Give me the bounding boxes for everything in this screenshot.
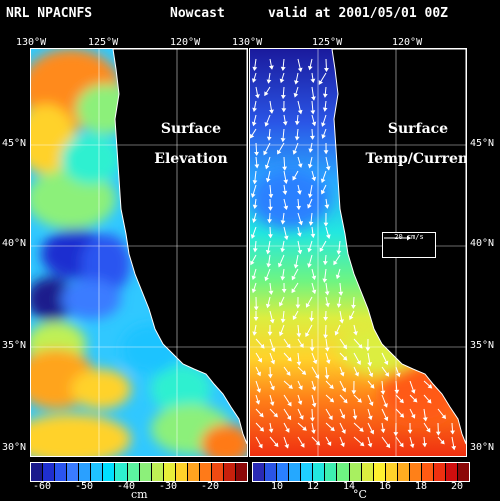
lat-label-40n-right: 40°N — [470, 238, 494, 249]
sst-tick-1: 10 — [271, 481, 283, 492]
lat-label-35n-left: 35°N — [2, 340, 26, 351]
lon-label-130w-left: 130°W — [16, 37, 46, 48]
ssh-tick-2: -50 — [75, 481, 93, 492]
velocity-scale-box: 20 cm/s — [382, 232, 436, 258]
sst-tick-5: 18 — [415, 481, 427, 492]
sst-colorbar-swatch — [253, 463, 265, 481]
valid-time: valid at 2001/05/01 00Z — [268, 6, 448, 21]
ssh-colorbar-swatch — [224, 463, 236, 481]
sst-colorbar-swatch — [362, 463, 374, 481]
lon-label-120w-right: 120°W — [392, 37, 422, 48]
sst-colorbar-swatch — [301, 463, 313, 481]
sst-colorbar-swatch — [265, 463, 277, 481]
sst-colorbar-swatch — [277, 463, 289, 481]
elevation-field — [31, 49, 247, 456]
map-title: NRL NPACNFS Nowcast valid at 2001/05/01 … — [0, 6, 500, 24]
lon-label-125w-left: 125°W — [88, 37, 118, 48]
elevation-colorbar — [30, 462, 248, 482]
temp-label-line2: Temp/Current — [360, 151, 467, 167]
ssh-colorbar-swatch — [31, 463, 43, 481]
sst-colorbar-swatch — [325, 463, 337, 481]
lon-label-130w-right: 130°W — [232, 37, 262, 48]
sst-colorbar-swatch — [434, 463, 446, 481]
ssh-colorbar-swatch — [79, 463, 91, 481]
ssh-colorbar-swatch — [176, 463, 188, 481]
ssh-colorbar-swatch — [212, 463, 224, 481]
ssh-colorbar-swatch — [43, 463, 55, 481]
ssh-colorbar-swatch — [67, 463, 79, 481]
sst-colorbar-swatch — [386, 463, 398, 481]
ssh-colorbar-swatch — [164, 463, 176, 481]
lon-label-120w-left: 120°W — [170, 37, 200, 48]
ssh-colorbar-swatch — [103, 463, 115, 481]
ssh-colorbar-swatch — [140, 463, 152, 481]
sst-colorbar-swatch — [289, 463, 301, 481]
sst-tick-2: 12 — [307, 481, 319, 492]
ssh-colorbar-swatch — [152, 463, 164, 481]
temperature-colorbar — [252, 462, 470, 482]
sst-colorbar-swatch — [337, 463, 349, 481]
ssh-colorbar-swatch — [115, 463, 127, 481]
lat-label-45n-left: 45°N — [2, 138, 26, 149]
sst-colorbar-swatch — [446, 463, 458, 481]
lat-label-35n-right: 35°N — [470, 340, 494, 351]
ssh-colorbar-swatch — [188, 463, 200, 481]
sst-colorbar-swatch — [374, 463, 386, 481]
sst-colorbar-swatch — [422, 463, 434, 481]
ssh-tick-5: -20 — [201, 481, 219, 492]
lat-label-30n-right: 30°N — [470, 442, 494, 453]
lat-label-30n-left: 30°N — [2, 442, 26, 453]
sst-tick-4: 16 — [379, 481, 391, 492]
temp-label-line1: Surface — [368, 121, 467, 137]
ssh-colorbar-swatch — [200, 463, 212, 481]
lat-label-45n-right: 45°N — [470, 138, 494, 149]
ssh-tick-4: -30 — [159, 481, 177, 492]
model-name: NRL NPACNFS — [6, 6, 92, 21]
sst-colorbar-swatch — [350, 463, 362, 481]
ssh-colorbar-swatch — [236, 463, 247, 481]
sst-colorbar-swatch — [313, 463, 325, 481]
sst-colorbar-swatch — [410, 463, 422, 481]
surface-elevation-map: Surface Elevation — [30, 48, 248, 457]
scale-arrow-icon — [383, 235, 411, 241]
lon-label-125w-right: 125°W — [312, 37, 342, 48]
forecast-kind: Nowcast — [170, 6, 225, 21]
lat-label-40n-left: 40°N — [2, 238, 26, 249]
surface-temp-current-map: Surface Temp/Current 20 cm/s — [249, 48, 467, 457]
sst-colorbar-swatch — [398, 463, 410, 481]
ssh-colorbar-swatch — [91, 463, 103, 481]
elevation-label-line1: Surface — [141, 121, 241, 137]
elevation-label-line2: Elevation — [141, 151, 241, 167]
ssh-tick-1: -60 — [33, 481, 51, 492]
ssh-colorbar-swatch — [55, 463, 67, 481]
ssh-unit: cm — [131, 488, 148, 501]
sst-unit: °C — [353, 488, 367, 501]
sst-tick-6: 20 — [451, 481, 463, 492]
ssh-colorbar-swatch — [128, 463, 140, 481]
sst-colorbar-swatch — [458, 463, 469, 481]
